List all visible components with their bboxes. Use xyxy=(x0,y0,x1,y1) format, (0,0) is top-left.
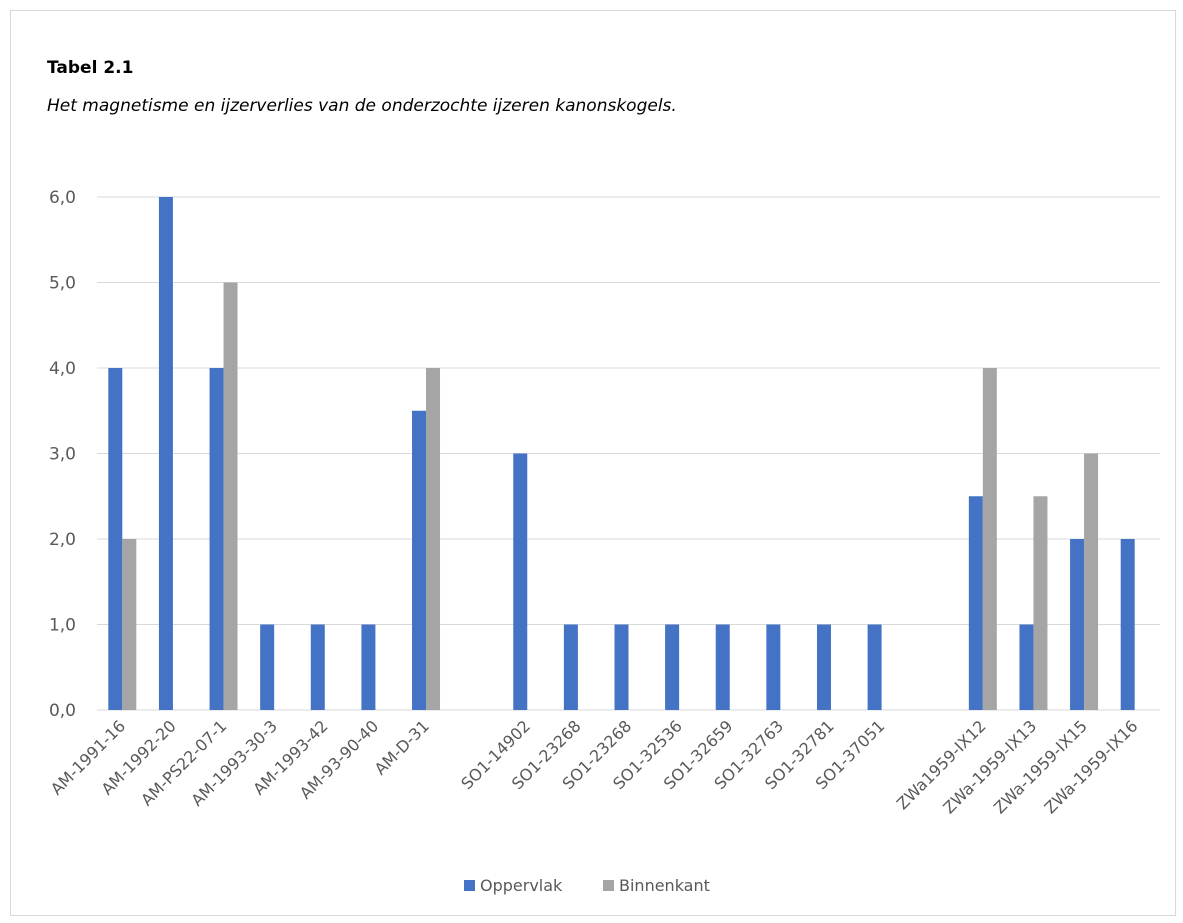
table-label: Tabel 2.1 xyxy=(47,58,134,78)
bar-binnenkant xyxy=(1033,496,1048,710)
x-category-label: ZWa1959-IX12 xyxy=(893,716,990,813)
bar-oppervlak xyxy=(1120,539,1135,710)
bar-oppervlak xyxy=(715,624,730,710)
bar-oppervlak xyxy=(968,496,983,710)
bar-oppervlak xyxy=(665,624,680,710)
y-tick-label: 1,0 xyxy=(49,616,76,636)
y-tick-label: 4,0 xyxy=(49,359,76,379)
bar-oppervlak xyxy=(766,624,781,710)
bars xyxy=(108,197,1135,710)
bar-oppervlak xyxy=(260,624,275,710)
legend-label-binnenkant: Binnenkant xyxy=(619,876,710,895)
bar-oppervlak xyxy=(563,624,578,710)
bar-oppervlak xyxy=(1070,539,1085,710)
y-axis-ticks: 0,0 1,0 2,0 3,0 4,0 5,0 6,0 xyxy=(49,188,76,721)
legend-label-oppervlak: Oppervlak xyxy=(480,876,563,895)
x-category-label: ZWa-1959-IX16 xyxy=(1040,716,1141,817)
bar-oppervlak xyxy=(361,624,376,710)
bar-oppervlak xyxy=(310,624,325,710)
y-tick-label: 2,0 xyxy=(49,530,76,550)
legend: Oppervlak Binnenkant xyxy=(464,876,710,895)
bar-binnenkant xyxy=(223,282,238,710)
bar-oppervlak xyxy=(158,197,173,710)
x-category-label: AM-1993-30-3 xyxy=(187,716,281,810)
bar-binnenkant xyxy=(982,368,997,710)
figure-frame xyxy=(10,10,1176,916)
bar-oppervlak xyxy=(614,624,629,710)
y-tick-label: 0,0 xyxy=(49,701,76,721)
bar-oppervlak xyxy=(513,453,528,710)
x-category-label: ZWa-1959-IX15 xyxy=(990,716,1091,817)
bar-binnenkant xyxy=(1084,453,1099,710)
bar-binnenkant xyxy=(426,368,441,710)
table-caption: Het magnetisme en ijzerverlies van de on… xyxy=(47,96,677,116)
x-category-label: AM-D-31 xyxy=(371,716,433,778)
bar-oppervlak xyxy=(867,624,882,710)
y-tick-label: 3,0 xyxy=(49,445,76,465)
bar-oppervlak xyxy=(1019,624,1034,710)
bar-oppervlak xyxy=(108,368,123,710)
bar-oppervlak xyxy=(412,410,427,710)
bar-oppervlak xyxy=(816,624,831,710)
y-tick-label: 5,0 xyxy=(49,274,76,294)
x-axis-labels: AM-1991-16AM-1992-20AM-PS22-07-1AM-1993-… xyxy=(47,716,1142,817)
y-tick-label: 6,0 xyxy=(49,188,76,208)
legend-swatch-binnenkant xyxy=(603,880,614,891)
bar-binnenkant xyxy=(122,539,137,710)
legend-swatch-oppervlak xyxy=(464,880,475,891)
x-category-label: ZWa-1959-IX13 xyxy=(939,716,1040,817)
bar-oppervlak xyxy=(209,368,224,710)
